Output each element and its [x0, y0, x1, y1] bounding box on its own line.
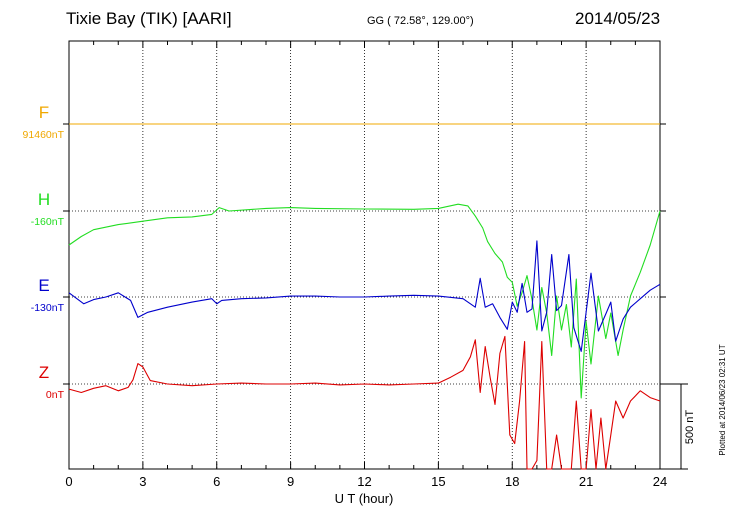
- chart-title: Tixie Bay (TIK) [AARI]: [66, 9, 232, 28]
- x-axis-ticks: 0 3 6 9 12 15 18 21 24: [63, 41, 667, 489]
- x-tick-label-0: 0: [65, 474, 72, 489]
- plotted-at-note: Plotted at 2014/06/23 02:31 UT: [718, 344, 727, 455]
- x-tick-label-6: 18: [505, 474, 519, 489]
- series-name-h: H: [38, 190, 50, 209]
- series-line-e: [68, 240, 661, 352]
- chart-date: 2014/05/23: [575, 9, 661, 28]
- scale-bar-label: 500 nT: [684, 410, 696, 445]
- series-line-h: [68, 203, 661, 399]
- series-name-z: Z: [39, 363, 49, 382]
- series-name-f: F: [39, 103, 49, 122]
- x-tick-label-5: 15: [431, 474, 445, 489]
- x-tick-label-2: 6: [213, 474, 220, 489]
- series-baseline-e: -130nT: [31, 302, 65, 314]
- data-series: F 91460nT H -160nT E -130nT Z 0nT: [23, 103, 661, 470]
- x-tick-label-8: 24: [653, 474, 667, 489]
- series-baseline-f: 91460nT: [23, 129, 65, 141]
- scale-bar: 500 nT: [660, 383, 696, 470]
- x-tick-label-1: 3: [139, 474, 146, 489]
- x-tick-label-7: 21: [579, 474, 593, 489]
- station-coordinates: GG ( 72.58°, 129.00°): [367, 15, 474, 27]
- x-axis-label: U T (hour): [335, 491, 394, 506]
- series-baseline-h: -160nT: [31, 216, 65, 228]
- series-name-e: E: [38, 276, 49, 295]
- series-baseline-z: 0nT: [46, 389, 65, 401]
- x-tick-label-3: 9: [287, 474, 294, 489]
- x-tick-label-4: 12: [357, 474, 371, 489]
- series-line-z: [68, 335, 661, 470]
- grid-lines: [69, 41, 660, 469]
